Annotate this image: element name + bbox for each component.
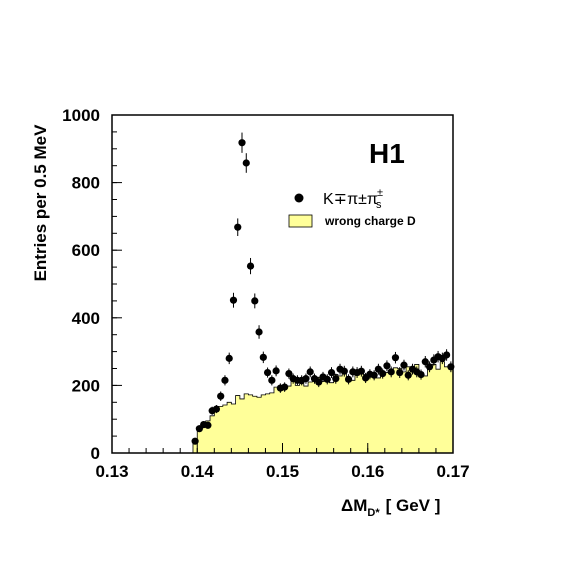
y-tick-label: 200 [72,376,100,395]
signal-point [332,375,340,383]
y-tick-label: 400 [72,309,100,328]
signal-point [323,375,331,383]
chart-title: H1 [369,138,405,169]
signal-point [340,367,348,375]
signal-point [281,383,289,391]
x-tick-label: 0.16 [351,462,384,481]
signal-point [259,353,267,361]
signal-point [306,368,314,376]
legend-background-label: wrong charge D [324,214,416,228]
signal-point [285,369,293,378]
signal-point [370,371,378,379]
signal-point [391,354,400,362]
signal-point [242,159,250,167]
signal-point [344,375,353,383]
y-tick-label: 600 [72,241,100,260]
x-tick-label: 0.14 [181,462,215,481]
signal-point [212,405,221,413]
y-axis-label: Entries per 0.5 MeV [31,124,50,282]
x-axis-label-sub: D* [367,507,380,519]
x-axis-label-main: ΔM [341,496,367,515]
signal-point [221,376,229,384]
signal-point [404,371,412,379]
signal-point [204,421,212,429]
signal-point [229,296,238,304]
signal-point [246,262,255,270]
signal-point [238,139,246,147]
signal-point [191,437,199,445]
signal-point [251,297,259,305]
legend-background-swatch [288,214,313,228]
signal-point [255,328,263,336]
signal-point [263,368,272,377]
signal-point [383,362,391,370]
signal-point [315,378,323,386]
legend-signal-marker [294,193,304,203]
signal-point [443,351,451,359]
y-tick-label: 800 [72,174,100,193]
signal-point [400,361,408,369]
legend-signal-sup: ± [377,187,383,199]
legend-signal-sub: s [376,199,382,211]
signal-point [268,376,276,384]
x-tick-label: 0.13 [95,462,128,481]
signal-point [225,354,233,362]
y-tick-label: 1000 [62,106,100,125]
signal-point [421,358,429,366]
signal-point [357,367,365,375]
signal-point [327,368,336,377]
signal-points [191,132,455,445]
signal-point [272,367,280,375]
x-axis-label-unit: [ GeV ] [386,496,441,515]
x-axis-label: ΔMD* [ GeV ] [341,496,440,519]
signal-point [417,370,425,379]
axis-ticks: 0.13 0.14 0.15 0.16 0.17 0 200 400 600 800 1000 [62,106,469,481]
y-tick-label: 0 [91,444,100,463]
signal-point [302,375,310,383]
legend-signal-label: K∓π±π± s [323,187,383,211]
signal-point [379,369,387,378]
legend-signal-text: K∓π±π [323,191,378,208]
signal-point [234,223,242,231]
signal-point [425,363,434,371]
x-tick-label: 0.15 [266,462,299,481]
signal-point [387,368,395,376]
signal-point [396,368,404,377]
x-tick-label: 0.17 [436,462,469,481]
signal-point [217,392,225,400]
